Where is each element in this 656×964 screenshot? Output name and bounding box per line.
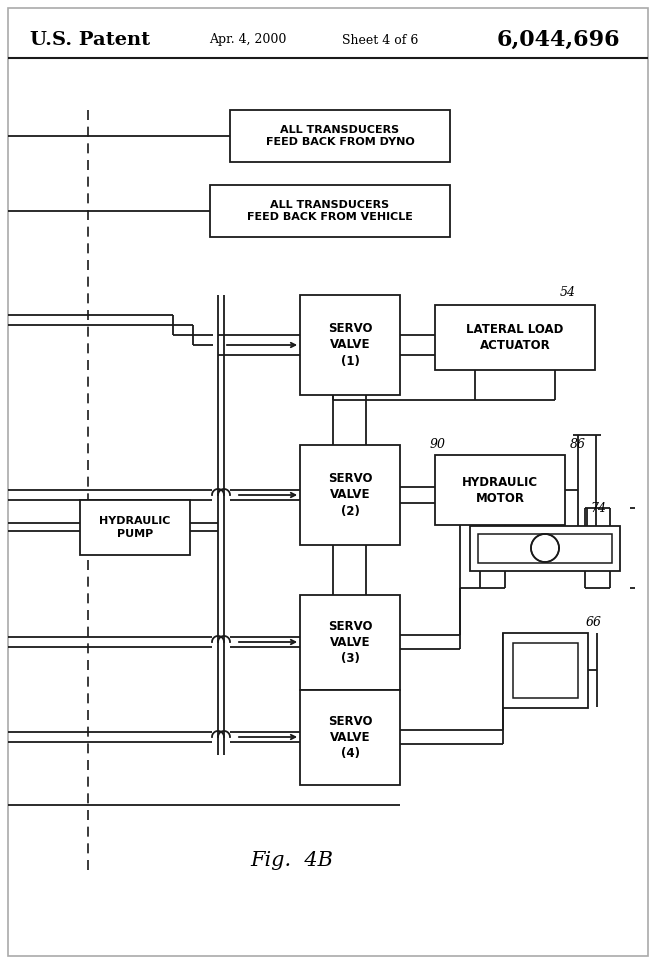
Text: 74: 74 xyxy=(590,501,606,515)
Text: LATERAL LOAD
ACTUATOR: LATERAL LOAD ACTUATOR xyxy=(466,323,564,352)
Bar xyxy=(230,110,450,162)
Text: SERVO
VALVE
(4): SERVO VALVE (4) xyxy=(328,715,372,760)
Bar xyxy=(210,185,450,237)
Bar xyxy=(513,643,578,698)
Bar xyxy=(503,633,588,708)
Text: SERVO
VALVE
(3): SERVO VALVE (3) xyxy=(328,620,372,665)
Text: SERVO
VALVE
(2): SERVO VALVE (2) xyxy=(328,472,372,518)
Bar xyxy=(435,455,565,525)
Text: U.S. Patent: U.S. Patent xyxy=(30,31,150,49)
Text: 6,044,696: 6,044,696 xyxy=(497,29,620,51)
Text: 86: 86 xyxy=(570,439,586,451)
Text: Fig.  4B: Fig. 4B xyxy=(250,850,333,870)
Bar xyxy=(300,295,400,395)
Text: ALL TRANSDUCERS
FEED BACK FROM DYNO: ALL TRANSDUCERS FEED BACK FROM DYNO xyxy=(266,124,415,147)
Bar xyxy=(80,500,190,555)
Text: 90: 90 xyxy=(430,439,446,451)
Text: HYDRAULIC
PUMP: HYDRAULIC PUMP xyxy=(99,517,171,539)
Bar xyxy=(470,526,620,571)
Bar xyxy=(478,534,612,563)
Bar xyxy=(300,595,400,690)
Bar xyxy=(300,690,400,785)
Text: SERVO
VALVE
(1): SERVO VALVE (1) xyxy=(328,323,372,367)
Bar xyxy=(300,445,400,545)
Bar xyxy=(435,305,595,370)
Text: 54: 54 xyxy=(560,285,576,299)
Text: Sheet 4 of 6: Sheet 4 of 6 xyxy=(342,34,418,46)
Text: 66: 66 xyxy=(586,615,602,629)
Text: Apr. 4, 2000: Apr. 4, 2000 xyxy=(209,34,287,46)
Text: ALL TRANSDUCERS
FEED BACK FROM VEHICLE: ALL TRANSDUCERS FEED BACK FROM VEHICLE xyxy=(247,200,413,222)
Text: HYDRAULIC
MOTOR: HYDRAULIC MOTOR xyxy=(462,475,538,504)
